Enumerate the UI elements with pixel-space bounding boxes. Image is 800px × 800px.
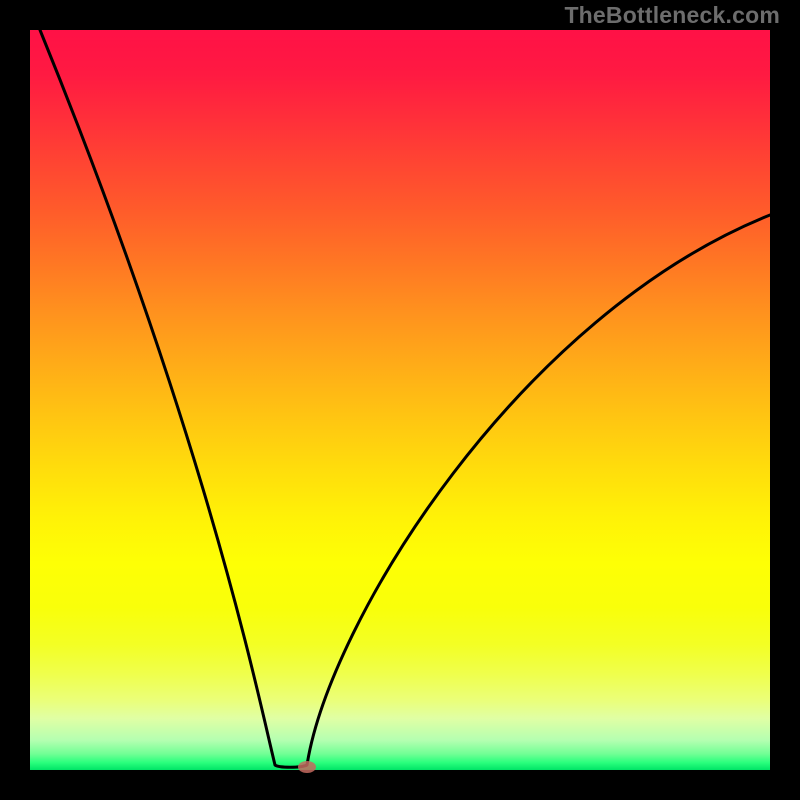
gradient-plot-area xyxy=(30,30,770,770)
watermark-text: TheBottleneck.com xyxy=(564,2,780,29)
chart-stage: TheBottleneck.com xyxy=(0,0,800,800)
